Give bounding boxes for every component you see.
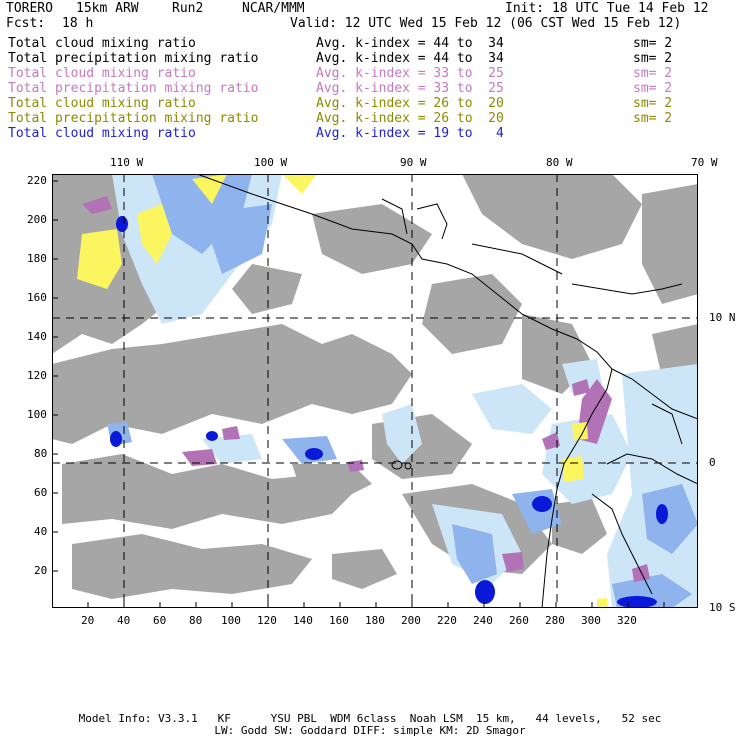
model-org: NCAR/MMM — [242, 1, 305, 16]
y-tick: 20 — [34, 564, 48, 577]
x-tick: 140 — [293, 614, 313, 627]
legend-field-7: Total cloud mixing ratio — [8, 126, 196, 141]
frame-ticks — [52, 180, 665, 608]
x-tick: 120 — [257, 614, 277, 627]
legend-sm-6: sm= 2 — [633, 111, 673, 126]
legend-field-6: Total precipitation mixing ratio — [8, 111, 259, 126]
y-tick: 60 — [34, 486, 48, 499]
deep-blue-layer — [110, 216, 668, 608]
legend-sm-4: sm= 2 — [633, 81, 673, 96]
lon-label-70w: 70 W — [691, 156, 718, 169]
legend-kindex-1: Avg. k-index = 44 to 34 — [316, 36, 504, 51]
legend-sm-3: sm= 2 — [633, 66, 673, 81]
coastline-layer — [196, 174, 698, 608]
legend-kindex-7: Avg. k-index = 19 to 4 — [316, 126, 504, 141]
y-tick: 220 — [27, 174, 47, 187]
y-tick: 180 — [27, 252, 47, 265]
x-tick: 220 — [437, 614, 457, 627]
y-tick: 200 — [27, 213, 47, 226]
x-tick: 180 — [365, 614, 385, 627]
model-name: TORERO — [6, 1, 53, 16]
lat-label-10s: 10 S — [709, 601, 736, 614]
lat-label-equator: 0 — [709, 456, 716, 469]
mid-blue-layer — [107, 174, 698, 608]
model-run: Run2 — [172, 1, 204, 16]
model-info-line-2: LW: Godd SW: Goddard DIFF: simple KM: 2D… — [214, 724, 526, 737]
legend-sm-2: sm= 2 — [633, 51, 673, 66]
graticule — [52, 174, 698, 608]
lon-label-90w: 90 W — [400, 156, 427, 169]
forecast-map — [52, 174, 698, 608]
x-tick: 60 — [153, 614, 167, 627]
legend-field-1: Total cloud mixing ratio — [8, 36, 196, 51]
x-tick: 160 — [329, 614, 349, 627]
x-tick: 20 — [81, 614, 95, 627]
legend-kindex-2: Avg. k-index = 44 to 34 — [316, 51, 504, 66]
legend-kindex-6: Avg. k-index = 26 to 20 — [316, 111, 504, 126]
lat-label-10n: 10 N — [709, 311, 736, 324]
model-info-line-1: Model Info: V3.3.1 KF YSU PBL WDM 6class… — [78, 712, 662, 725]
y-tick: 40 — [34, 525, 48, 538]
x-tick: 300 — [581, 614, 601, 627]
legend-field-5: Total cloud mixing ratio — [8, 96, 196, 111]
x-tick: 80 — [189, 614, 203, 627]
y-tick: 160 — [27, 291, 47, 304]
forecast-label: Fcst: — [6, 16, 46, 31]
init-time: Init: 18 UTC Tue 14 Feb 12 — [505, 1, 709, 16]
forecast-hour: 18 h — [62, 16, 94, 31]
lon-label-80w: 80 W — [546, 156, 573, 169]
y-tick: 120 — [27, 369, 47, 382]
x-tick: 40 — [117, 614, 131, 627]
x-tick: 280 — [545, 614, 565, 627]
y-tick: 140 — [27, 330, 47, 343]
x-tick: 260 — [509, 614, 529, 627]
legend-kindex-4: Avg. k-index = 33 to 25 — [316, 81, 504, 96]
legend-field-4: Total precipitation mixing ratio — [8, 81, 259, 96]
legend-field-3: Total cloud mixing ratio — [8, 66, 196, 81]
lon-label-110w: 110 W — [110, 156, 144, 169]
lon-label-100w: 100 W — [254, 156, 288, 169]
x-tick: 200 — [401, 614, 421, 627]
legend-sm-5: sm= 2 — [633, 96, 673, 111]
x-tick: 100 — [221, 614, 241, 627]
valid-time: Valid: 12 UTC Wed 15 Feb 12 (06 CST Wed … — [290, 16, 682, 31]
map-frame — [52, 174, 698, 608]
x-tick: 240 — [473, 614, 493, 627]
y-tick: 100 — [27, 408, 47, 421]
legend-sm-1: sm= 2 — [633, 36, 673, 51]
legend-kindex-3: Avg. k-index = 33 to 25 — [316, 66, 504, 81]
model-resolution: 15km ARW — [76, 1, 139, 16]
y-tick: 80 — [34, 447, 48, 460]
legend-field-2: Total precipitation mixing ratio — [8, 51, 259, 66]
legend-kindex-5: Avg. k-index = 26 to 20 — [316, 96, 504, 111]
x-tick: 320 — [617, 614, 637, 627]
